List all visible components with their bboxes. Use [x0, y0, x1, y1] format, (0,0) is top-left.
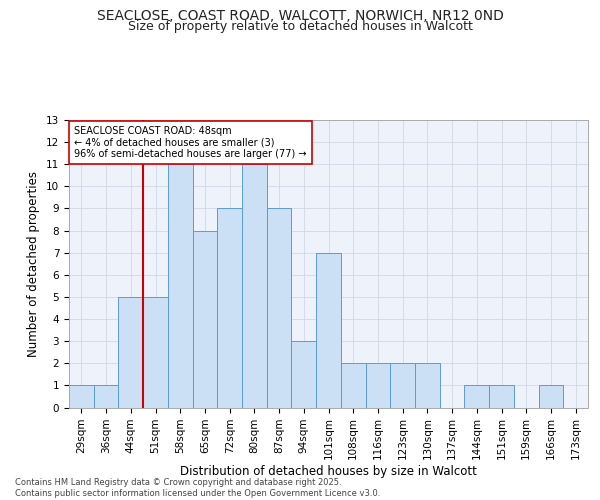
Bar	[118, 297, 143, 408]
Bar	[539, 386, 563, 407]
Text: Contains HM Land Registry data © Crown copyright and database right 2025.
Contai: Contains HM Land Registry data © Crown c…	[15, 478, 380, 498]
Bar	[316, 252, 341, 408]
Bar	[390, 364, 415, 408]
Text: Size of property relative to detached houses in Walcott: Size of property relative to detached ho…	[128, 20, 472, 33]
X-axis label: Distribution of detached houses by size in Walcott: Distribution of detached houses by size …	[180, 465, 477, 478]
Bar	[341, 364, 365, 408]
Text: SEACLOSE, COAST ROAD, WALCOTT, NORWICH, NR12 0ND: SEACLOSE, COAST ROAD, WALCOTT, NORWICH, …	[97, 9, 503, 23]
Bar	[168, 164, 193, 408]
Y-axis label: Number of detached properties: Number of detached properties	[28, 171, 40, 357]
Bar	[217, 208, 242, 408]
Bar	[193, 230, 217, 408]
Bar	[242, 164, 267, 408]
Bar	[143, 297, 168, 408]
Bar	[292, 341, 316, 407]
Bar	[489, 386, 514, 407]
Bar	[69, 386, 94, 407]
Text: SEACLOSE COAST ROAD: 48sqm
← 4% of detached houses are smaller (3)
96% of semi-d: SEACLOSE COAST ROAD: 48sqm ← 4% of detac…	[74, 126, 307, 159]
Bar	[94, 386, 118, 407]
Bar	[365, 364, 390, 408]
Bar	[267, 208, 292, 408]
Bar	[415, 364, 440, 408]
Bar	[464, 386, 489, 407]
